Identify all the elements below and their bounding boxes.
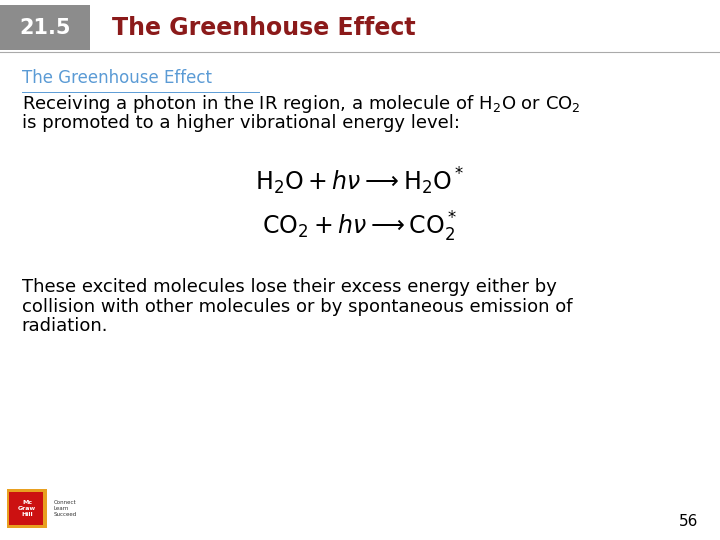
FancyBboxPatch shape (7, 489, 47, 528)
Text: is promoted to a higher vibrational energy level:: is promoted to a higher vibrational ener… (22, 114, 459, 132)
Text: $\mathrm{H_2O} + h\nu \longrightarrow \mathrm{H_2O^*}$: $\mathrm{H_2O} + h\nu \longrightarrow \m… (256, 165, 464, 197)
Text: These excited molecules lose their excess energy either by: These excited molecules lose their exces… (22, 278, 557, 296)
Text: The Greenhouse Effect: The Greenhouse Effect (112, 16, 415, 39)
Text: The Greenhouse Effect: The Greenhouse Effect (22, 69, 212, 87)
Text: collision with other molecules or by spontaneous emission of: collision with other molecules or by spo… (22, 298, 572, 316)
Text: Connect
Learn
Succeed: Connect Learn Succeed (54, 501, 77, 517)
Text: Receiving a photon in the IR region, a molecule of H$_2$O or CO$_2$: Receiving a photon in the IR region, a m… (22, 93, 580, 114)
Text: radiation.: radiation. (22, 317, 108, 335)
Text: 56: 56 (679, 514, 698, 529)
Text: 21.5: 21.5 (19, 17, 71, 38)
Text: Mc
Graw
Hill: Mc Graw Hill (18, 501, 36, 517)
FancyBboxPatch shape (9, 492, 43, 525)
Text: $\mathrm{CO_2} + h\nu \longrightarrow \mathrm{CO_2^*}$: $\mathrm{CO_2} + h\nu \longrightarrow \m… (263, 210, 457, 244)
FancyBboxPatch shape (0, 5, 90, 50)
